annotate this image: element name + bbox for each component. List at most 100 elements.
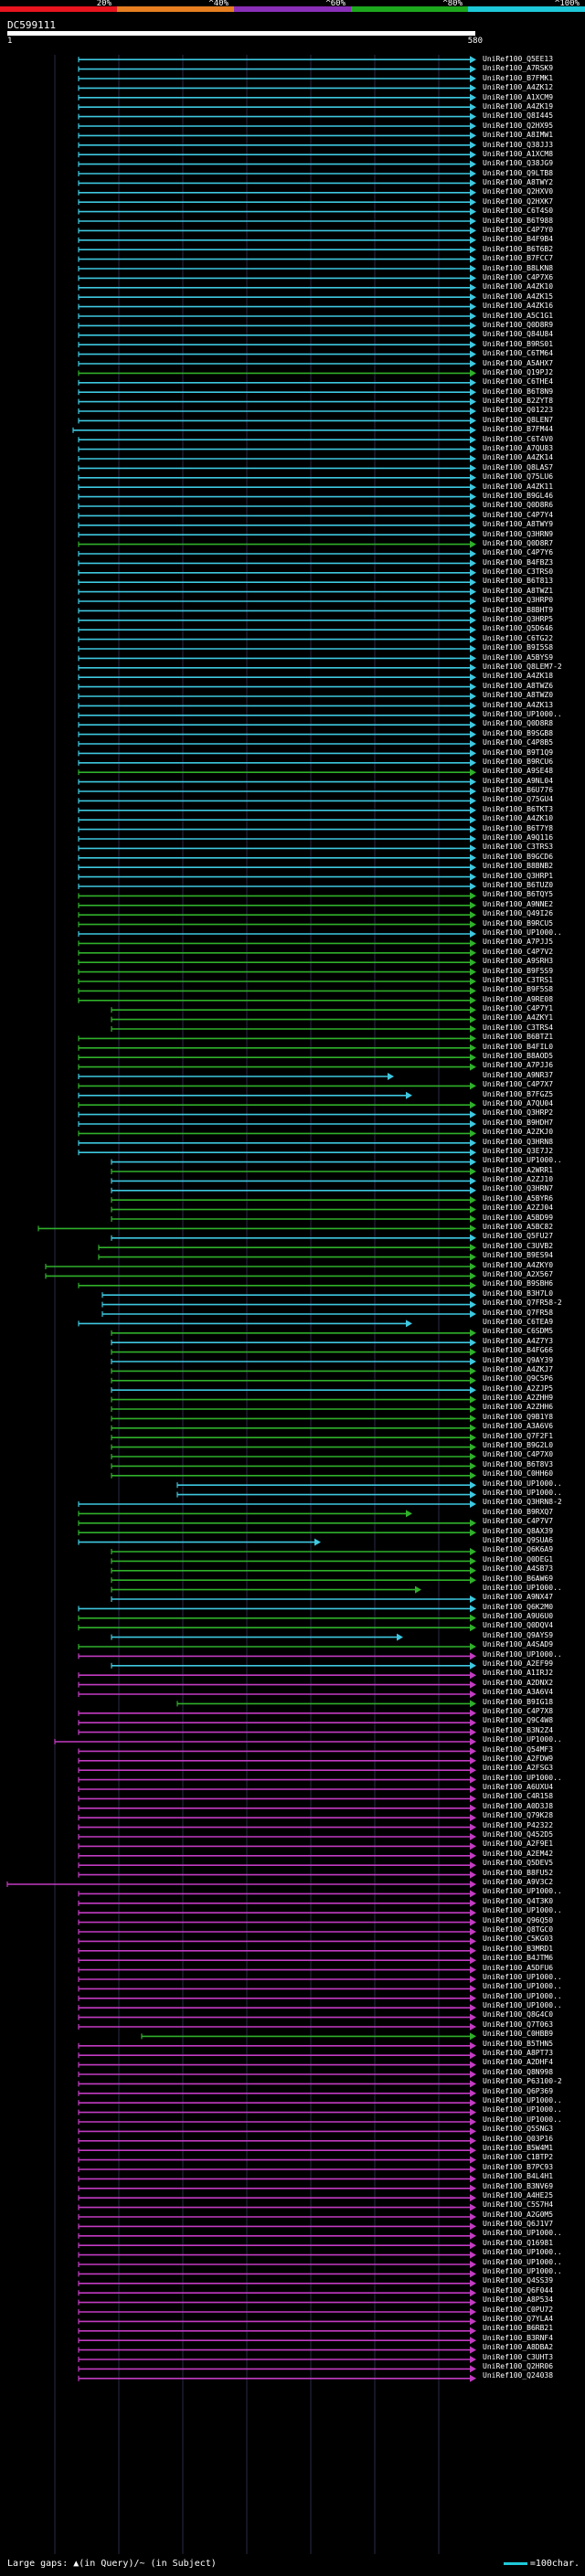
hit-label[interactable]: UniRef100_A9NNE2 (483, 899, 554, 908)
hit-label[interactable]: UniRef100_Q3HRN7 (483, 1184, 554, 1193)
hit-label[interactable]: UniRef100_B7PC93 (483, 2162, 554, 2171)
hit-label[interactable]: UniRef100_Q9C4W8 (483, 1716, 554, 1725)
hit-label[interactable]: UniRef100_UP1000.. (483, 1583, 562, 1592)
hit-label[interactable]: UniRef100_Q5SNG3 (483, 2125, 554, 2134)
hit-label[interactable]: UniRef100_Q7T063 (483, 2019, 554, 2029)
hit-label[interactable]: UniRef100_UP1000.. (483, 1735, 562, 1744)
hit-label[interactable]: UniRef100_A7PJJ6 (483, 1061, 554, 1070)
hit-label[interactable]: UniRef100_Q8I445 (483, 111, 554, 121)
hit-label[interactable]: UniRef100_A5BYS9 (483, 652, 554, 662)
hit-label[interactable]: UniRef100_A4SB73 (483, 1564, 554, 1574)
hit-label[interactable]: UniRef100_A8DBA2 (483, 2343, 554, 2352)
hit-label[interactable]: UniRef100_Q79K28 (483, 1811, 554, 1820)
hit-label[interactable]: UniRef100_A2EF99 (483, 1659, 554, 1669)
hit-label[interactable]: UniRef100_A1IRJ2 (483, 1669, 554, 1678)
hit-label[interactable]: UniRef100_Q03P16 (483, 2134, 554, 2143)
hit-label[interactable]: UniRef100_Q3HRP5 (483, 615, 554, 624)
hit-label[interactable]: UniRef100_B3N2Z4 (483, 1725, 554, 1734)
hit-label[interactable]: UniRef100_Q84U84 (483, 330, 554, 339)
hit-label[interactable]: UniRef100_C4P7Y4 (483, 510, 554, 519)
hit-label[interactable]: UniRef100_Q49I26 (483, 909, 554, 918)
hit-label[interactable]: UniRef100_Q6P369 (483, 2086, 554, 2095)
hit-label[interactable]: UniRef100_B4F9B4 (483, 235, 554, 244)
hit-label[interactable]: UniRef100_C4P7Y1 (483, 1004, 554, 1013)
hit-label[interactable]: UniRef100_P42322 (483, 1820, 554, 1829)
hit-label[interactable]: UniRef100_B9ES94 (483, 1251, 554, 1260)
hit-label[interactable]: UniRef100_A9NX47 (483, 1593, 554, 1602)
hit-label[interactable]: UniRef100_B9I5S8 (483, 643, 554, 652)
hit-label[interactable]: UniRef100_A2ZJ10 (483, 1175, 554, 1184)
hit-label[interactable]: UniRef100_C6THE4 (483, 377, 554, 387)
hit-label[interactable]: UniRef100_Q7FR58-2 (483, 1299, 562, 1308)
hit-label[interactable]: UniRef100_A9SE48 (483, 767, 554, 776)
hit-label[interactable]: UniRef100_C0PU72 (483, 2305, 554, 2314)
hit-label[interactable]: UniRef100_A8TWZ1 (483, 586, 554, 595)
hit-label[interactable]: UniRef100_A9RE08 (483, 994, 554, 1003)
hit-label[interactable]: UniRef100_A8TWY2 (483, 178, 554, 187)
hit-label[interactable]: UniRef100_C3TRS1 (483, 975, 554, 984)
hit-label[interactable]: UniRef100_UP1000.. (483, 1156, 562, 1165)
hit-label[interactable]: UniRef100_B2ZYT8 (483, 397, 554, 406)
hit-label[interactable]: UniRef100_B6AW69 (483, 1574, 554, 1583)
hit-label[interactable]: UniRef100_B8BHT9 (483, 605, 554, 614)
hit-label[interactable]: UniRef100_B6T6B2 (483, 244, 554, 253)
hit-label[interactable]: UniRef100_B4JTM6 (483, 1954, 554, 1963)
hit-label[interactable]: UniRef100_A4ZK15 (483, 292, 554, 301)
hit-label[interactable]: UniRef100_B9G2L0 (483, 1441, 554, 1450)
hit-label[interactable]: UniRef100_A2DNX2 (483, 1678, 554, 1687)
hit-label[interactable]: UniRef100_A4HE25 (483, 2190, 554, 2200)
hit-label[interactable]: UniRef100_A9NL04 (483, 776, 554, 785)
hit-label[interactable]: UniRef100_C4P7X6 (483, 272, 554, 281)
hit-label[interactable]: UniRef100_A4SAD9 (483, 1640, 554, 1649)
hit-label[interactable]: UniRef100_UP1000.. (483, 2001, 562, 2010)
hit-label[interactable]: UniRef100_C4P7X8 (483, 1706, 554, 1715)
hit-label[interactable]: UniRef100_B4FBZ3 (483, 557, 554, 567)
hit-label[interactable]: UniRef100_C4P7V7 (483, 1517, 554, 1526)
hit-label[interactable]: UniRef100_B9F5S9 (483, 966, 554, 975)
hit-label[interactable]: UniRef100_A2EM42 (483, 1849, 554, 1858)
hit-label[interactable]: UniRef100_A7PJJ5 (483, 938, 554, 947)
hit-label[interactable]: UniRef100_UP1000.. (483, 2257, 562, 2266)
hit-label[interactable]: UniRef100_C4P7X0 (483, 1450, 554, 1459)
hit-label[interactable]: UniRef100_A2ZHH9 (483, 1394, 554, 1403)
hit-label[interactable]: UniRef100_Q2HX95 (483, 121, 554, 130)
hit-label[interactable]: UniRef100_Q9LTB8 (483, 168, 554, 177)
hit-label[interactable]: UniRef100_Q9AYS9 (483, 1630, 554, 1639)
hit-label[interactable]: UniRef100_C4P7Y0 (483, 226, 554, 235)
hit-label[interactable]: UniRef100_A8TWZ6 (483, 681, 554, 690)
hit-label[interactable]: UniRef100_B9RCU6 (483, 757, 554, 766)
hit-label[interactable]: UniRef100_A1XCM9 (483, 92, 554, 101)
hit-label[interactable]: UniRef100_Q75LU6 (483, 472, 554, 482)
hit-label[interactable]: UniRef100_A4ZK14 (483, 453, 554, 462)
hit-label[interactable]: UniRef100_A8TWY9 (483, 520, 554, 529)
hit-label[interactable]: UniRef100_Q0D8R9 (483, 320, 554, 329)
hit-label[interactable]: UniRef100_C0HBB9 (483, 2030, 554, 2039)
hit-label[interactable]: UniRef100_B8FU52 (483, 1868, 554, 1877)
hit-label[interactable]: UniRef100_B9SGB8 (483, 728, 554, 737)
hit-label[interactable]: UniRef100_Q3HRP1 (483, 871, 554, 880)
hit-label[interactable]: UniRef100_Q5FU27 (483, 1232, 554, 1241)
hit-label[interactable]: UniRef100_A9SRH3 (483, 957, 554, 966)
hit-label[interactable]: UniRef100_A4Z7Y3 (483, 1336, 554, 1345)
hit-label[interactable]: UniRef100_UP1000.. (483, 1773, 562, 1782)
hit-label[interactable]: UniRef100_Q6J1V7 (483, 2220, 554, 2229)
hit-label[interactable]: UniRef100_Q9SUA6 (483, 1535, 554, 1544)
hit-label[interactable]: UniRef100_B9HDH7 (483, 1118, 554, 1127)
hit-label[interactable]: UniRef100_B3MRD1 (483, 1944, 554, 1953)
hit-label[interactable]: UniRef100_UP1000.. (483, 1982, 562, 1991)
hit-label[interactable]: UniRef100_Q7F2F1 (483, 1431, 554, 1440)
hit-label[interactable]: UniRef100_Q3HRN9 (483, 529, 554, 538)
hit-label[interactable]: UniRef100_C1BTP2 (483, 2153, 554, 2162)
hit-label[interactable]: UniRef100_Q54MF3 (483, 1744, 554, 1754)
hit-label[interactable]: UniRef100_A3A6V4 (483, 1688, 554, 1697)
hit-label[interactable]: UniRef100_Q3HRP2 (483, 1108, 554, 1118)
hit-label[interactable]: UniRef100_A2ZJP5 (483, 1383, 554, 1393)
hit-label[interactable]: UniRef100_A2DHF4 (483, 2058, 554, 2067)
hit-label[interactable]: UniRef100_A8PT73 (483, 2049, 554, 2058)
hit-label[interactable]: UniRef100_C3TRS3 (483, 843, 554, 852)
hit-label[interactable]: UniRef100_Q3HRN8 (483, 1137, 554, 1146)
hit-label[interactable]: UniRef100_B4FG66 (483, 1346, 554, 1355)
hit-label[interactable]: UniRef100_Q9B1Y8 (483, 1412, 554, 1421)
hit-label[interactable]: UniRef100_C4R158 (483, 1792, 554, 1801)
hit-label[interactable]: UniRef100_B9T1Q9 (483, 747, 554, 757)
